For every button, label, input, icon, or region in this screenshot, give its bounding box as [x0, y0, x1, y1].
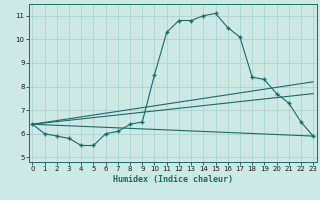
X-axis label: Humidex (Indice chaleur): Humidex (Indice chaleur) — [113, 175, 233, 184]
